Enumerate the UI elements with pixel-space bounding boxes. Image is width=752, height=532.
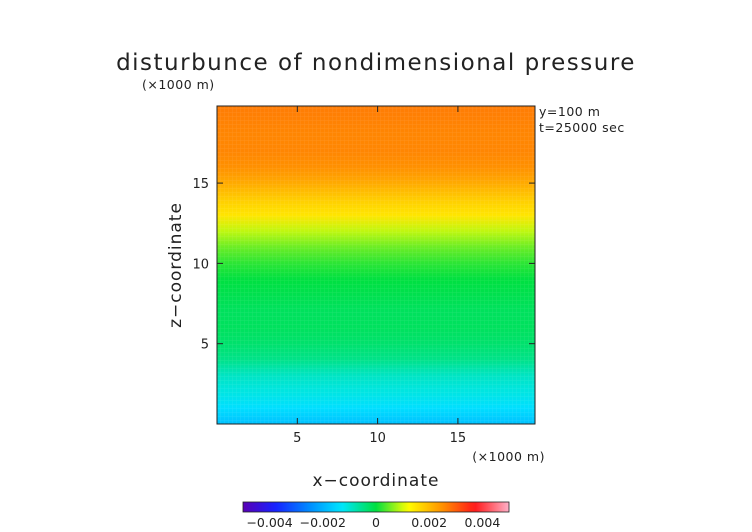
y-tick-label: 10	[192, 257, 209, 272]
colorbar-tick-label: −0.002	[300, 515, 346, 530]
annotation-time: t=25000 sec	[539, 120, 625, 135]
chart-title: disturbunce of nondimensional pressure	[116, 50, 636, 76]
heatmap-cell-texture	[217, 106, 535, 424]
colorbar-tick-label: 0.002	[411, 515, 447, 530]
plot-area	[216, 105, 536, 425]
annotation-y-level: y=100 m	[539, 104, 600, 119]
x-tick-label: 10	[369, 431, 386, 446]
colorbar-bar	[242, 501, 510, 513]
colorbar: −0.004 −0.002 0 0.002 0.004	[242, 501, 510, 530]
x-axis-label: x−coordinate	[313, 471, 440, 491]
y-axis-ticks: 5 10 15	[192, 177, 535, 353]
colorbar-tick-label: 0.004	[465, 515, 501, 530]
x-unit-label: (×1000 m)	[472, 449, 545, 464]
plot-frame	[216, 105, 536, 425]
x-tick-label: 5	[293, 431, 301, 446]
colorbar-ticks: −0.004 −0.002 0 0.002 0.004	[246, 515, 500, 530]
colorbar-tick-label: 0	[372, 515, 380, 530]
y-tick-label: 5	[201, 338, 209, 353]
y-unit-label: (×1000 m)	[142, 77, 215, 92]
y-axis-label: z−coordinate	[166, 202, 186, 328]
y-tick-label: 15	[192, 177, 209, 192]
colorbar-tick-label: −0.004	[246, 515, 292, 530]
x-tick-label: 15	[450, 431, 467, 446]
x-axis-ticks: 5 10 15	[293, 106, 466, 446]
